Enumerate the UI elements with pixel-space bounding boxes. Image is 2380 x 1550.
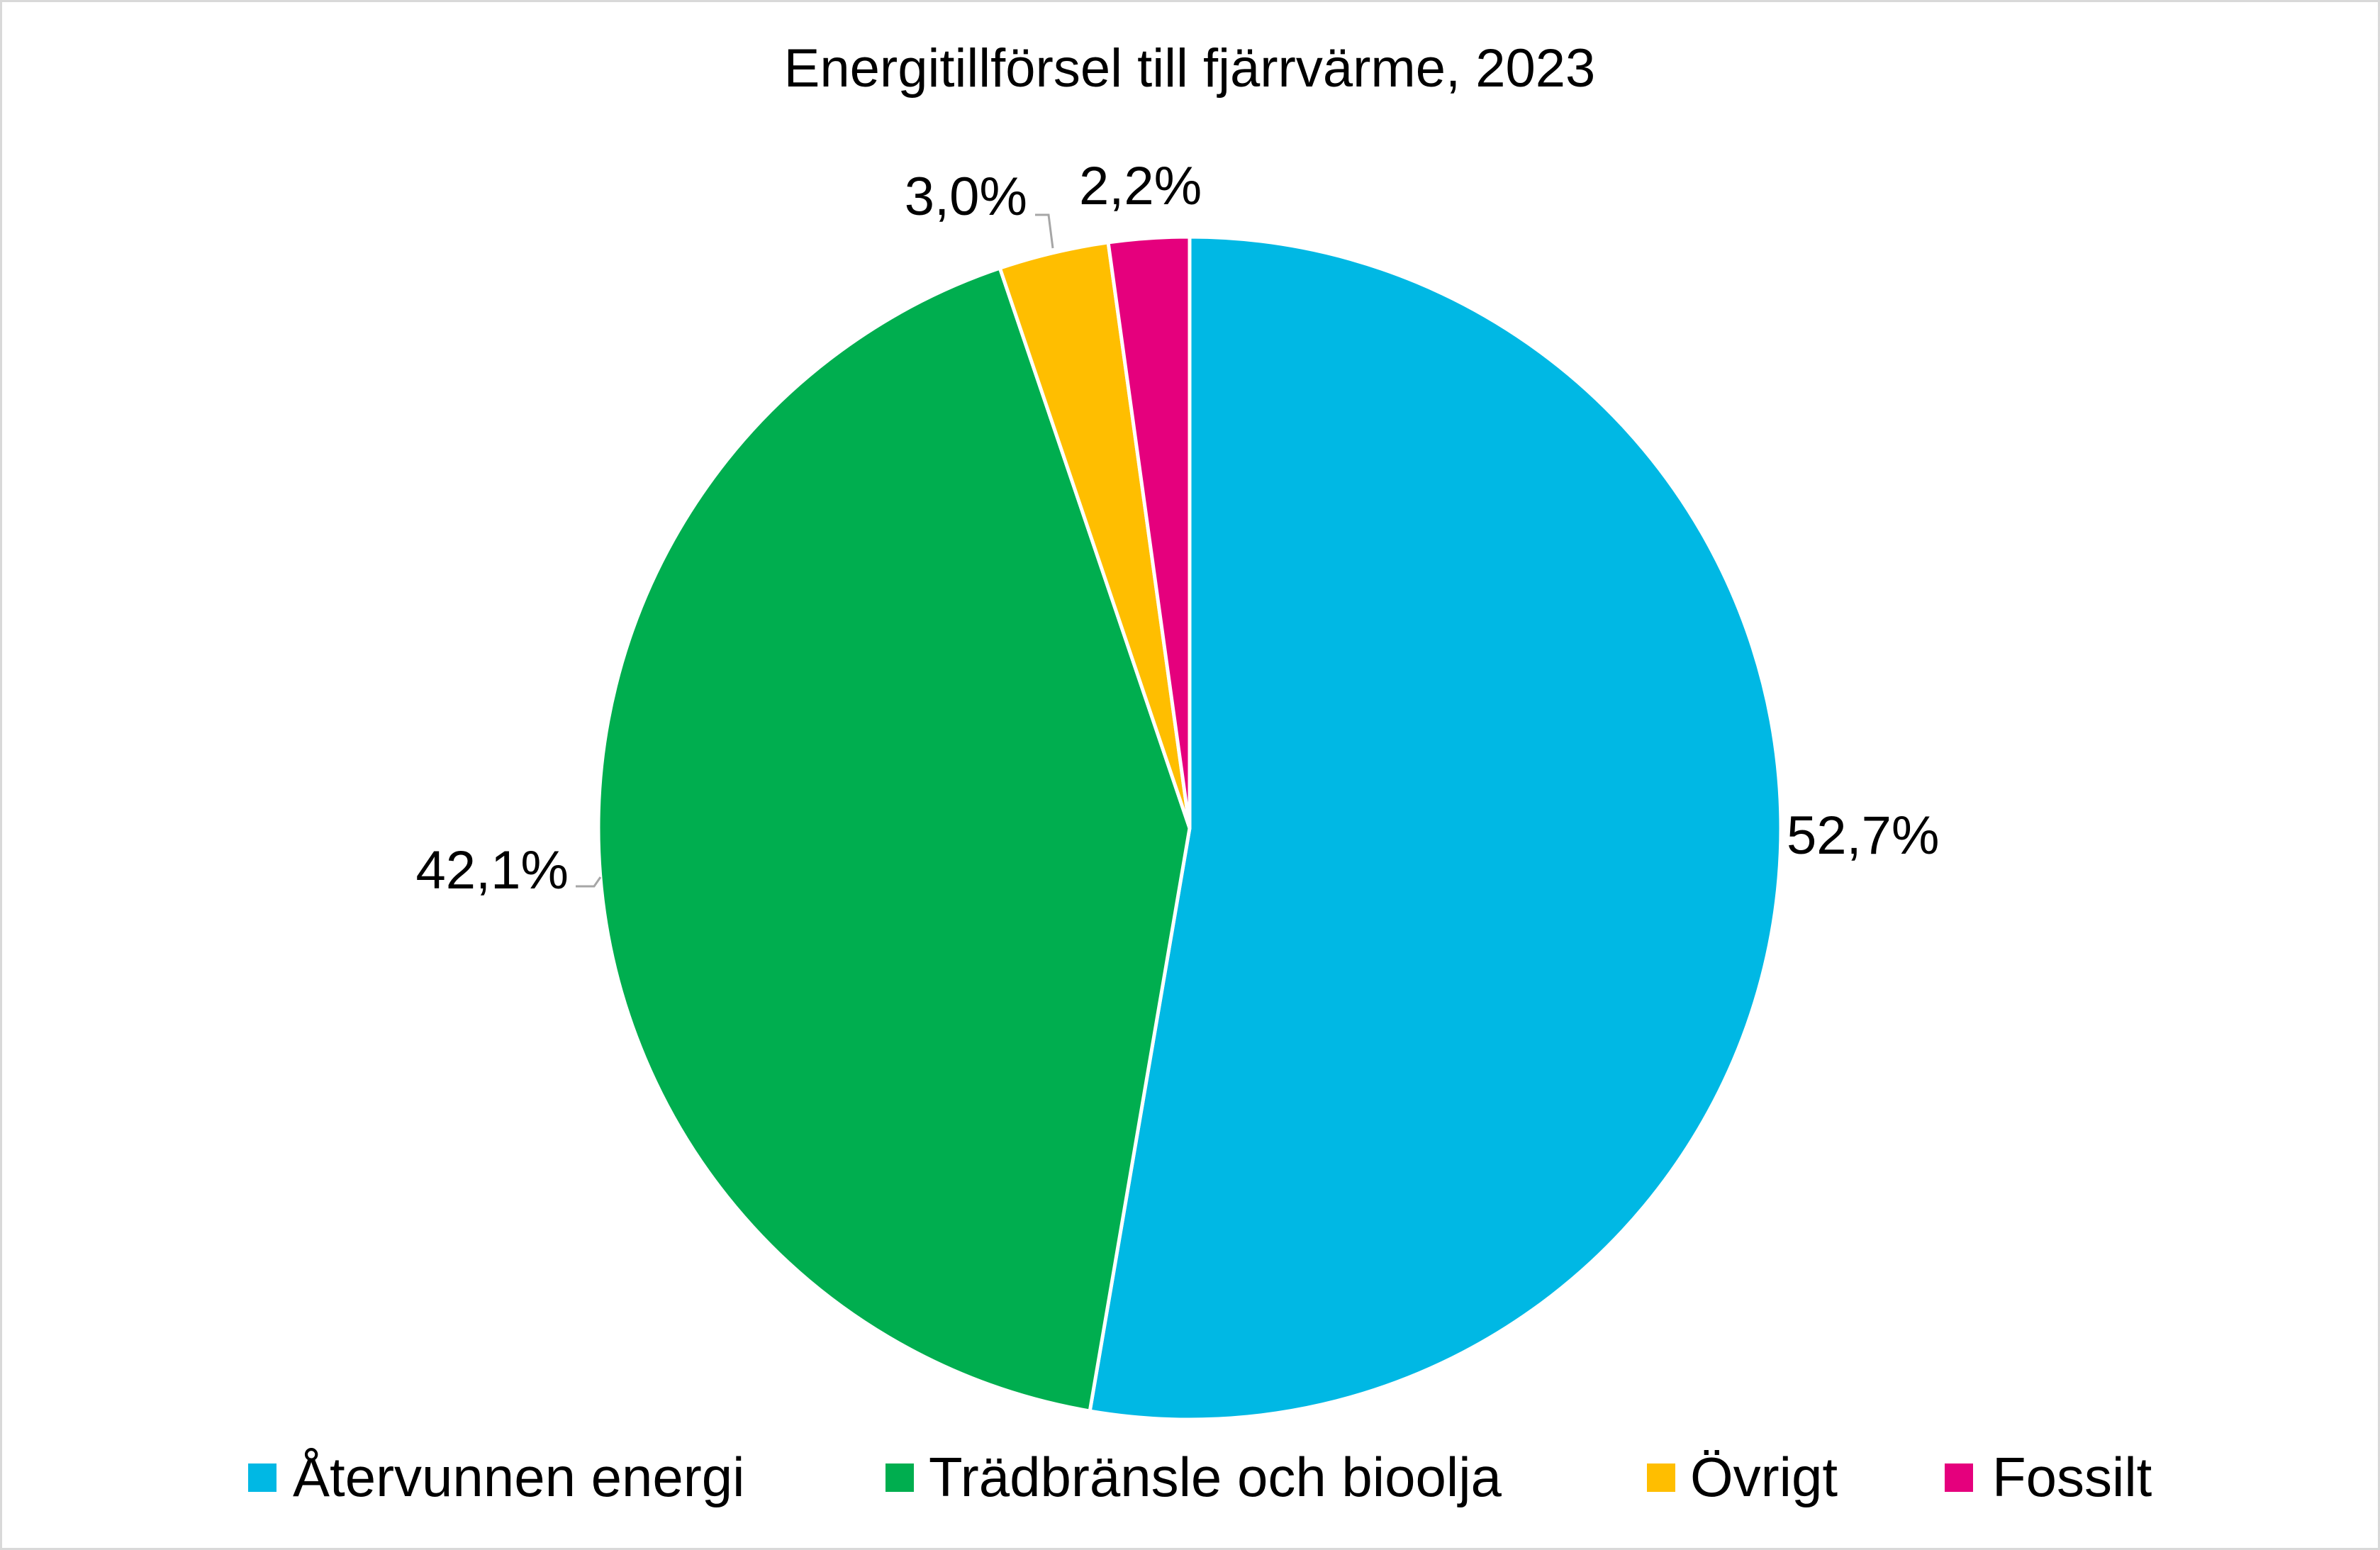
leader-line-tradbransle xyxy=(576,876,602,888)
legend-swatch-aatervunnen-energi xyxy=(248,1463,276,1492)
data-label-ovrigt: 3,0% xyxy=(905,167,1027,227)
leader-lines xyxy=(576,213,1054,888)
pie-slice-fossilt xyxy=(1106,235,1192,830)
legend-swatch-tradbransle-och-bioolja xyxy=(885,1463,914,1492)
legend-label-tradbransle-och-bioolja: Trädbränsle och bioolja xyxy=(929,1446,1502,1508)
pie-slice-aatervunnen-energi xyxy=(1088,235,1783,1422)
data-label-aatervunnen-energi: 52,7% xyxy=(1787,805,1940,866)
legend-swatch-fossilt xyxy=(1945,1463,1973,1492)
legend-label-fossilt: Fossilt xyxy=(1992,1446,2152,1508)
data-label-fossilt: 2,2% xyxy=(1079,156,1202,216)
legend: Återvunnen energi Trädbränsle och bioolj… xyxy=(248,1446,2152,1508)
pie-slices xyxy=(596,235,1783,1422)
legend-label-ovrigt: Övrigt xyxy=(1690,1446,1838,1508)
legend-label-aatervunnen-energi: Återvunnen energi xyxy=(293,1446,744,1508)
data-labels: 52,7% 42,1% 3,0% 2,2% xyxy=(416,156,1940,901)
data-label-tradbransle-och-bioolja: 42,1% xyxy=(416,840,569,901)
leader-line-ovrigt xyxy=(1035,213,1054,249)
chart-title: Energitillförsel till fjärrvärme, 2023 xyxy=(784,38,1596,99)
legend-swatch-ovrigt xyxy=(1647,1463,1675,1492)
pie-slice-tradbransle-och-bioolja xyxy=(596,266,1192,1413)
